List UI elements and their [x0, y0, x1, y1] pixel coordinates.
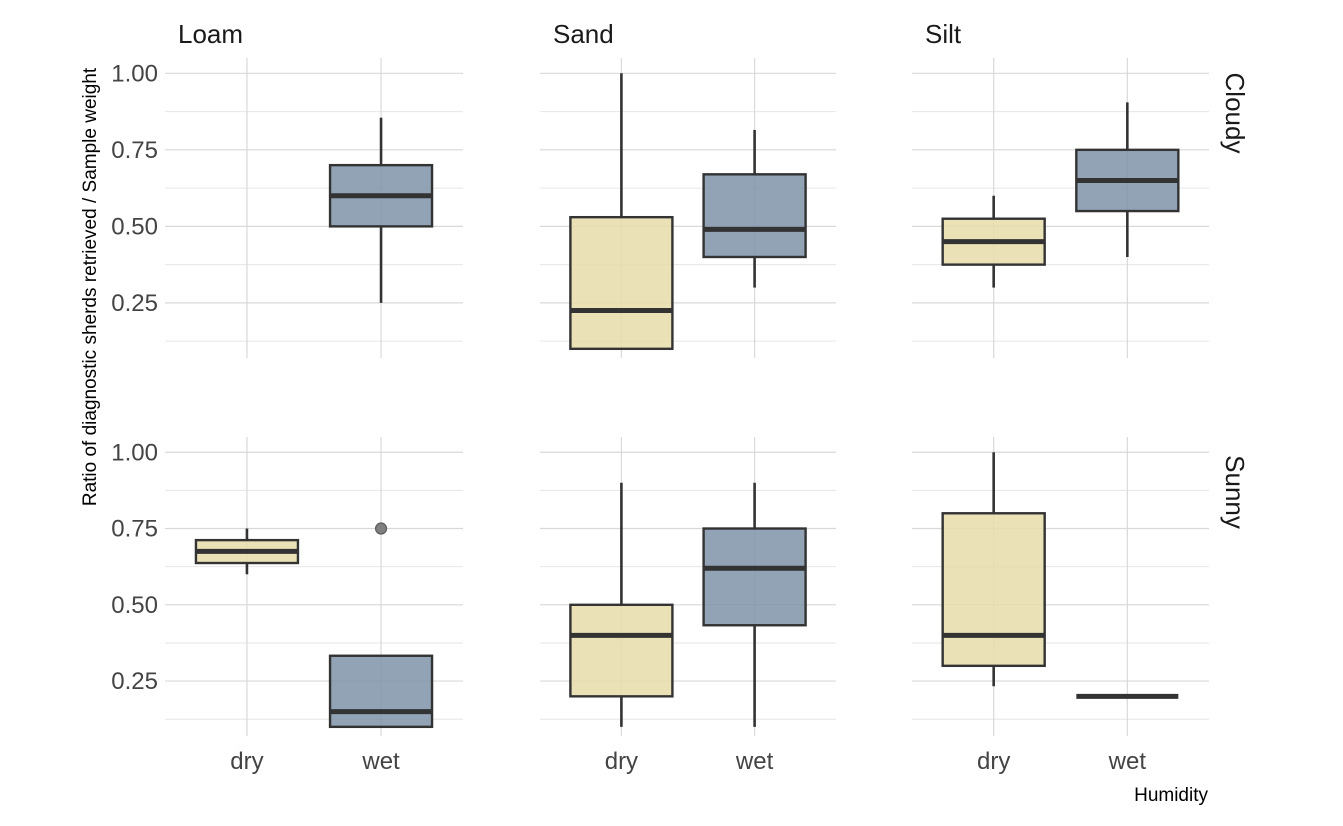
boxplot-silt-sunny-dry: [941, 452, 1046, 687]
panel-loam-cloudy: [165, 58, 463, 358]
x-tick-label-dry: dry: [605, 748, 638, 775]
box-body: [569, 603, 674, 698]
facet-label-sand: Sand: [553, 19, 614, 49]
box-body: [702, 173, 807, 259]
boxplot-sand-cloudy-dry: [569, 73, 674, 351]
outlier-point: [374, 522, 388, 535]
box-body: [702, 527, 807, 627]
box-body: [941, 512, 1046, 668]
box-body: [328, 654, 434, 729]
x-axis-title: Humidity: [1134, 785, 1208, 806]
boxplot-sand-sunny-dry: [569, 482, 674, 727]
panel-grid: [165, 58, 463, 358]
x-tick-label-wet: wet: [735, 748, 774, 775]
facet-label-cloudy: Cloudy: [1220, 73, 1250, 154]
y-tick-label: 0.50: [111, 213, 158, 240]
y-tick-label: 0.50: [111, 592, 158, 619]
y-tick-label: 0.75: [111, 516, 158, 543]
y-axis-title: Ratio of diagnostic sherds retrieved / S…: [80, 67, 101, 506]
facet-label-silt: Silt: [925, 19, 962, 49]
box-body: [569, 215, 674, 351]
x-tick-label-dry: dry: [230, 748, 263, 775]
y-tick-label: 1.00: [111, 439, 158, 466]
y-tick-label: 0.75: [111, 137, 158, 164]
boxplot-loam-cloudy-wet: [328, 117, 434, 303]
panels-layer: 0.25 0.50 0.75 1.00 0.25 0.50 0.75 1.00 dry wet dr…: [111, 19, 1250, 775]
y-tick-label: 0.25: [111, 668, 158, 695]
boxplot-silt-cloudy-dry: [941, 195, 1046, 288]
boxplot-sand-sunny-wet: [702, 482, 807, 727]
x-tick-label-wet: wet: [361, 748, 400, 775]
y-tick-label: 0.25: [111, 290, 158, 317]
y-tick-label: 1.00: [111, 60, 158, 87]
facet-label-loam: Loam: [178, 19, 243, 49]
facet-label-sunny: Sunny: [1220, 455, 1250, 529]
boxplot-silt-cloudy-wet: [1075, 102, 1180, 257]
labels-layer: Ratio of diagnostic sherds retrieved / S…: [80, 67, 1208, 806]
boxplot-loam-sunny-wet: [328, 522, 434, 729]
boxplot-sand-cloudy-wet: [702, 129, 807, 288]
x-tick-label-dry: dry: [977, 748, 1010, 775]
x-tick-label-wet: wet: [1108, 748, 1147, 775]
boxplot-loam-sunny-dry: [194, 528, 300, 575]
